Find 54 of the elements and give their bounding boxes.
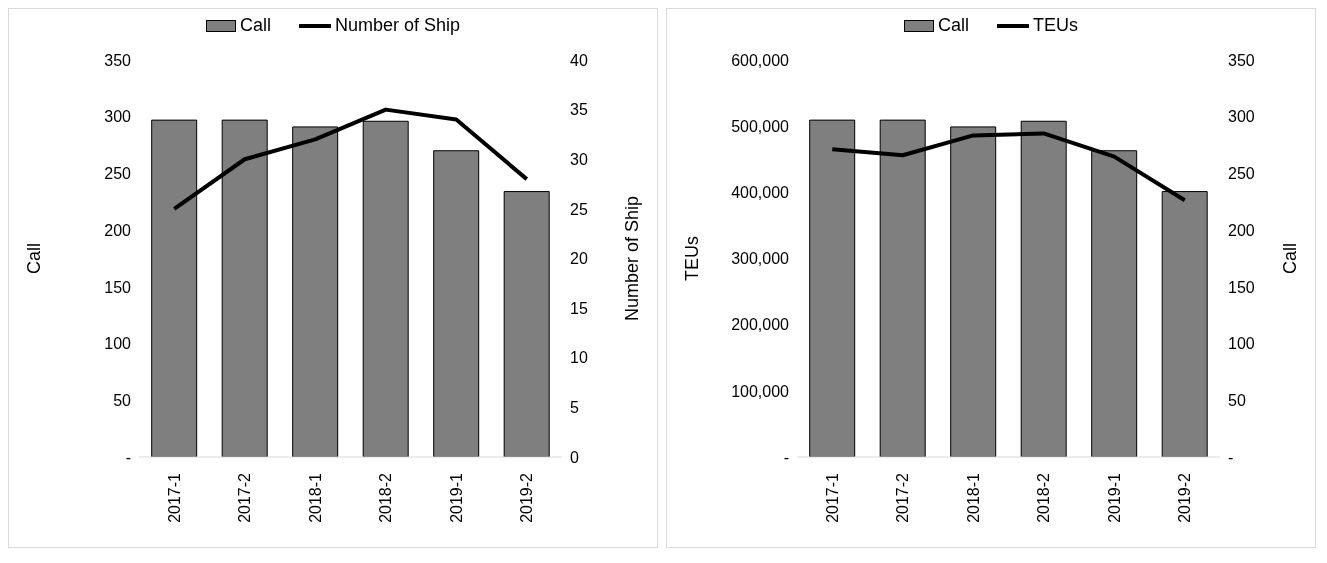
y2-tick-label: 30: [570, 150, 588, 168]
x-tick-label: 2018-1: [306, 472, 324, 523]
y-tick-label: -: [783, 448, 789, 466]
y2-tick-label: 40: [570, 51, 588, 69]
bar: [503, 191, 550, 457]
y-tick-label: 250: [104, 165, 132, 183]
y2-tick-label: 15: [570, 299, 588, 317]
y-tick-label: 300,000: [731, 250, 790, 268]
y2-tick-label: 100: [1228, 335, 1255, 353]
y2-tick-label: 25: [570, 200, 588, 218]
x-tick-label: 2018-2: [377, 472, 395, 523]
y2-tick-label: 0: [570, 448, 579, 466]
y-tick-label: 200,000: [731, 316, 790, 334]
y2-tick-label: 50: [1228, 391, 1246, 409]
y-tick-label: 50: [113, 391, 132, 409]
x-tick-label: 2018-2: [1035, 472, 1053, 523]
y2-tick-label: 350: [1228, 51, 1255, 69]
y-tick-label: 600,000: [731, 51, 790, 69]
y2-tick-label: 5: [570, 399, 579, 417]
y2-tick-label: -: [1228, 448, 1234, 466]
x-tick-label: 2019-2: [518, 472, 536, 523]
y-tick-label: 300: [104, 108, 132, 126]
y2-tick-label: 10: [570, 349, 588, 367]
y-tick-label: 150: [104, 278, 132, 296]
y2-tick-label: 20: [570, 250, 588, 268]
bar: [433, 150, 480, 457]
x-tick-label: 2017-2: [236, 472, 254, 523]
y2-tick-label: 150: [1228, 278, 1255, 296]
y-tick-label: 100: [104, 335, 132, 353]
y2-axis-title: Number of Ship: [622, 195, 643, 322]
x-tick-label: 2019-2: [1176, 472, 1194, 523]
x-tick-label: 2017-2: [894, 472, 912, 523]
y-tick-label: 200: [104, 221, 132, 239]
y-axis-title: TEUs: [682, 236, 703, 281]
y-axis-title: Call: [24, 242, 45, 275]
y2-axis-title: Call: [1280, 242, 1301, 275]
legend-label: Number of Ship: [334, 15, 461, 36]
x-tick-label: 2019-1: [447, 472, 465, 523]
y2-tick-label: 250: [1228, 165, 1255, 183]
legend-label: Call: [239, 15, 271, 36]
x-tick-label: 2018-1: [964, 472, 982, 523]
y-tick-label: 500,000: [731, 117, 790, 135]
x-tick-label: 2017-1: [823, 472, 841, 523]
y2-tick-label: 35: [570, 101, 588, 119]
x-tick-label: 2017-1: [165, 472, 183, 523]
y2-tick-label: 200: [1228, 221, 1255, 239]
x-tick-label: 2019-1: [1105, 472, 1123, 523]
legend-label: Call: [937, 15, 969, 36]
y-tick-label: 400,000: [731, 184, 790, 202]
y-tick-label: 100,000: [731, 382, 790, 400]
y2-tick-label: 300: [1228, 108, 1255, 126]
y-tick-label: -: [125, 448, 131, 466]
y-tick-label: 350: [104, 51, 132, 69]
legend-label: TEUs: [1033, 15, 1078, 36]
